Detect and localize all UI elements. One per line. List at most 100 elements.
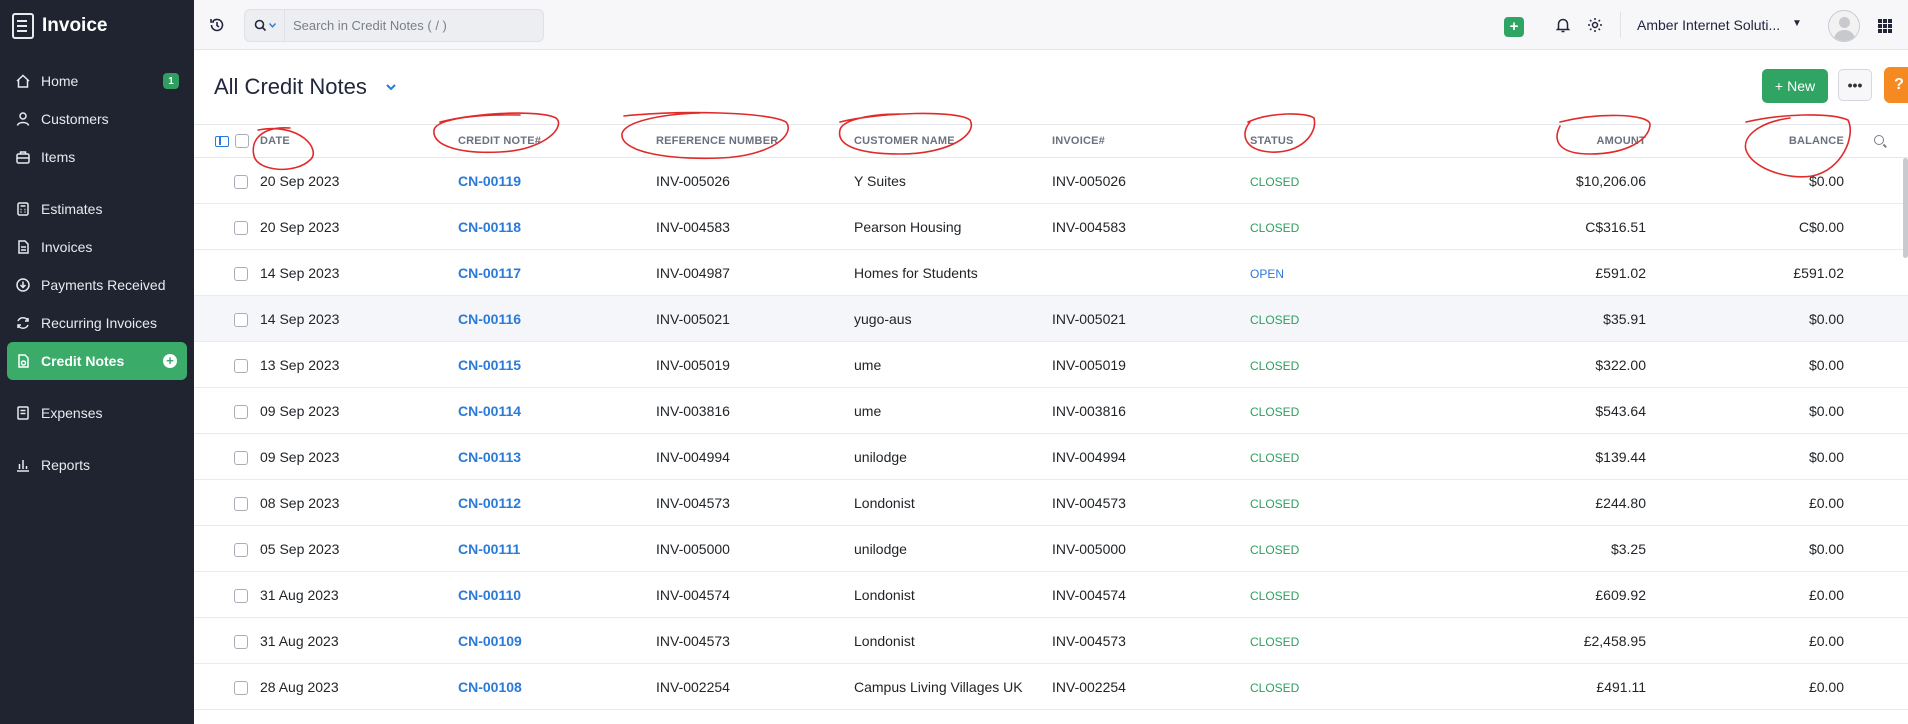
cell-credit-note-text[interactable]: CN-00112 — [458, 494, 522, 511]
column-header-status[interactable]: STATUS — [1250, 124, 1448, 158]
cell-credit-note[interactable]: CN-00117 — [458, 249, 656, 296]
sidebar-item-label: Expenses — [41, 405, 103, 421]
cell-credit-note[interactable]: CN-00119 — [458, 157, 656, 204]
columns-icon[interactable] — [215, 135, 229, 147]
cell-credit-note-text[interactable]: CN-00114 — [458, 402, 522, 419]
table-row[interactable]: 31 Aug 2023 CN-00109 INV-004573 Londonist IN… — [194, 617, 1908, 664]
cell-credit-note[interactable]: CN-00116 — [458, 295, 656, 342]
cell-credit-note[interactable]: CN-00109 — [458, 617, 656, 664]
new-credit-note-button[interactable]: + New — [1762, 69, 1828, 103]
cell-status: CLOSED — [1250, 387, 1448, 434]
organization-name[interactable]: Amber Internet Soluti... — [1637, 17, 1781, 33]
cell-credit-note[interactable]: CN-00115 — [458, 341, 656, 388]
table-row[interactable]: 14 Sep 2023 CN-00116 INV-005021 yugo-aus INV… — [194, 295, 1908, 342]
cell-reference-number: INV-004994 — [656, 433, 854, 480]
search-input[interactable] — [285, 18, 535, 33]
receipt-icon — [15, 405, 31, 421]
sidebar-item-home[interactable]: Home 1 — [7, 62, 187, 100]
chevron-down-icon[interactable]: ▼ — [1792, 18, 1802, 29]
avatar[interactable] — [1828, 10, 1860, 42]
cell-credit-note[interactable]: CN-00108 — [458, 663, 656, 710]
select-all-checkbox[interactable] — [235, 134, 250, 148]
column-header-balance[interactable]: BALANCE — [1646, 124, 1844, 158]
row-checkbox[interactable] — [234, 266, 248, 281]
column-header-credit-note[interactable]: CREDIT NOTE# — [458, 124, 656, 158]
apps-grid-icon[interactable] — [1878, 19, 1892, 33]
chevron-down-icon[interactable] — [384, 80, 398, 94]
table-row[interactable]: 05 Sep 2023 CN-00111 INV-005000 unilodge INV… — [194, 525, 1908, 572]
gear-icon[interactable] — [1586, 16, 1604, 34]
row-checkbox[interactable] — [234, 220, 248, 235]
table-row[interactable]: 28 Aug 2023 CN-00108 INV-002254 Campus Livi… — [194, 663, 1908, 710]
column-search[interactable] — [1844, 124, 1908, 158]
sidebar-item-credit-notes[interactable]: Credit Notes + — [7, 342, 187, 380]
cell-credit-note-text[interactable]: CN-00117 — [458, 264, 522, 281]
cell-credit-note-text[interactable]: CN-00111 — [458, 540, 521, 557]
cell-credit-note-text[interactable]: CN-00110 — [458, 586, 522, 603]
row-checkbox[interactable] — [234, 174, 248, 189]
table-row[interactable]: 20 Sep 2023 CN-00119 INV-005026 Y Suites INV… — [194, 157, 1908, 204]
help-button[interactable]: ? — [1884, 67, 1908, 103]
row-checkbox[interactable] — [234, 496, 248, 511]
column-header-reference-number[interactable]: REFERENCE NUMBER — [656, 124, 854, 158]
history-icon[interactable] — [208, 16, 226, 34]
sidebar-item-items[interactable]: Items — [7, 138, 187, 176]
cell-credit-note-text[interactable]: CN-00118 — [458, 218, 522, 235]
sidebar-item-reports[interactable]: Reports — [7, 446, 187, 484]
cell-credit-note-text[interactable]: CN-00108 — [458, 678, 522, 695]
table-row[interactable]: 08 Sep 2023 CN-00112 INV-004573 Londonist IN… — [194, 479, 1908, 526]
page-title[interactable]: All Credit Notes — [214, 74, 367, 99]
row-checkbox[interactable] — [234, 542, 248, 557]
cell-credit-note[interactable]: CN-00112 — [458, 479, 656, 526]
search-icon[interactable] — [1874, 134, 1884, 145]
column-header-customer-name[interactable]: CUSTOMER NAME — [854, 124, 1052, 158]
sidebar-item-invoices[interactable]: Invoices — [7, 228, 187, 266]
search-bar[interactable] — [244, 9, 544, 42]
sidebar-item-recurring-invoices[interactable]: Recurring Invoices — [7, 304, 187, 342]
bell-icon[interactable] — [1554, 16, 1572, 34]
table-row[interactable]: 09 Sep 2023 CN-00113 INV-004994 unilodge INV… — [194, 433, 1908, 480]
row-checkbox[interactable] — [234, 404, 248, 419]
cell-credit-note[interactable]: CN-00110 — [458, 571, 656, 618]
cell-credit-note[interactable]: CN-00111 — [458, 525, 656, 572]
sidebar-item-payments-received[interactable]: Payments Received — [7, 266, 187, 304]
cell-customer-name: unilodge — [854, 433, 1052, 480]
cell-credit-note-text[interactable]: CN-00115 — [458, 356, 522, 373]
row-checkbox[interactable] — [234, 312, 248, 327]
table-row[interactable]: 20 Sep 2023 CN-00118 INV-004583 Pearson Hou… — [194, 203, 1908, 250]
brand[interactable]: Invoice — [0, 0, 194, 52]
table-row[interactable]: 31 Aug 2023 CN-00110 INV-004574 Londonist IN… — [194, 571, 1908, 618]
cell-credit-note-text[interactable]: CN-00113 — [458, 448, 522, 465]
row-checkbox[interactable] — [234, 450, 248, 465]
row-checkbox[interactable] — [234, 680, 248, 695]
column-header-amount[interactable]: AMOUNT — [1448, 124, 1646, 158]
sidebar-item-customers[interactable]: Customers — [7, 100, 187, 138]
cell-credit-note[interactable]: CN-00113 — [458, 433, 656, 480]
cell-credit-note-text[interactable]: CN-00116 — [458, 310, 522, 327]
sidebar-item-expenses[interactable]: Expenses — [7, 394, 187, 432]
cell-status: CLOSED — [1250, 571, 1448, 618]
table-row[interactable]: 13 Sep 2023 CN-00115 INV-005019 ume INV-0050… — [194, 341, 1908, 388]
row-checkbox[interactable] — [234, 358, 248, 373]
sidebar-item-estimates[interactable]: Estimates — [7, 190, 187, 228]
cell-credit-note-text[interactable]: CN-00119 — [458, 172, 522, 189]
search-icon[interactable] — [245, 10, 285, 41]
row-checkbox[interactable] — [234, 634, 248, 649]
quick-create-plus-icon[interactable]: + — [1504, 17, 1524, 37]
column-header-date[interactable]: DATE — [260, 124, 458, 158]
cell-customer-name: Campus Living Villages UK — [854, 663, 1052, 710]
cell-invoice: INV-004583 — [1052, 203, 1250, 250]
add-credit-note-icon[interactable]: + — [163, 354, 177, 368]
cell-credit-note-text[interactable]: CN-00109 — [458, 632, 522, 649]
cell-reference-number: INV-002254 — [656, 663, 854, 710]
cell-credit-note[interactable]: CN-00114 — [458, 387, 656, 434]
vertical-scrollbar[interactable] — [1903, 158, 1908, 258]
cell-balance: $0.00 — [1646, 433, 1844, 480]
table-row[interactable]: 09 Sep 2023 CN-00114 INV-003816 ume INV-0038… — [194, 387, 1908, 434]
column-header-invoice[interactable]: INVOICE# — [1052, 124, 1250, 158]
row-checkbox[interactable] — [234, 588, 248, 603]
cell-reference-number: INV-004574 — [656, 571, 854, 618]
table-row[interactable]: 14 Sep 2023 CN-00117 INV-004987 Homes for S… — [194, 249, 1908, 296]
cell-credit-note[interactable]: CN-00118 — [458, 203, 656, 250]
more-options-button[interactable]: ••• — [1838, 69, 1872, 101]
